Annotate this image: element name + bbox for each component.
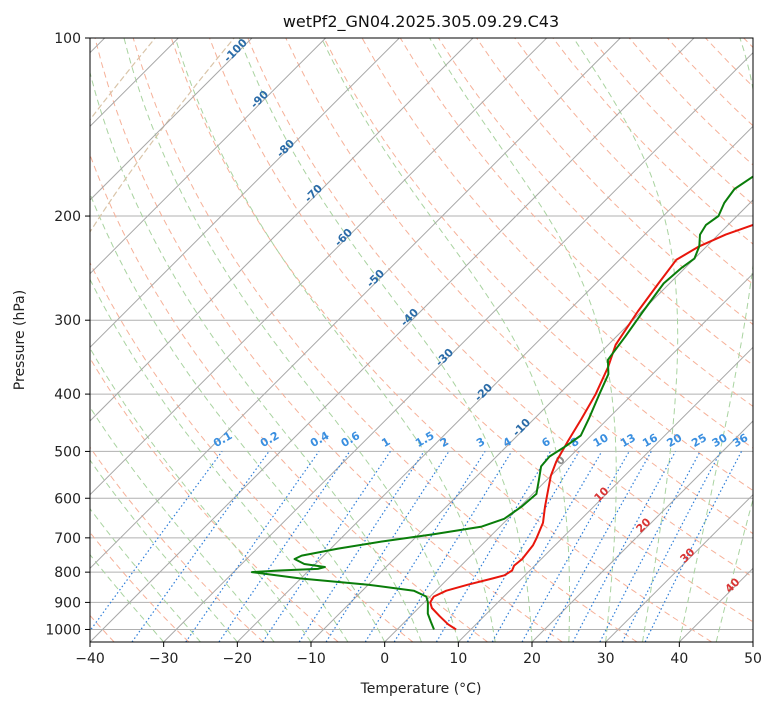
mixing-ratio-line: [325, 451, 450, 642]
chart-title: wetPf2_GN04.2025.305.09.29.C43: [283, 12, 559, 32]
dry-adiabat: [90, 357, 339, 642]
moist-adiabat: [90, 406, 275, 642]
isotherm: [90, 38, 621, 570]
isotherm: [90, 38, 327, 275]
temperature-line: [429, 223, 753, 631]
y-axis: 100 200 300 400 500 600 700 800 900 1000: [45, 31, 90, 638]
y-tick-label: 200: [54, 209, 81, 225]
dry-adiabat: [514, 38, 753, 285]
moist-adiabat: [321, 38, 571, 642]
moist-adiabat: [238, 38, 533, 642]
isotherm: [90, 38, 695, 642]
plot-area: 0.1 0.2 0.4 0.6 1 1.5 2 3 4 6 8 10 13 16 20 25 30 36-100-…: [90, 38, 753, 642]
y-tick-label: 100: [54, 31, 81, 47]
isotherm: [90, 38, 548, 496]
plot-frame: [89, 37, 754, 643]
dewpoint-line: [250, 175, 753, 630]
skewed-isotherms: [90, 38, 753, 642]
x-tick-label: −20: [223, 651, 253, 667]
mixing-ratio-line: [621, 451, 722, 642]
dry-adiabat: [323, 38, 753, 492]
y-axis-title: Pressure (hPa): [12, 290, 28, 390]
x-tick-label: −10: [296, 651, 326, 667]
isotherm: [163, 51, 753, 642]
moist-adiabat: [90, 553, 165, 642]
y-tick-label: 700: [54, 531, 81, 547]
x-axis: −40 −30 −20 −10 0 10 20 30 40 50: [75, 642, 762, 667]
y-tick-label: 300: [54, 313, 81, 329]
mixing-ratio-line: [572, 451, 677, 642]
dry-adiabat: [476, 38, 753, 326]
dry-adiabat: [285, 38, 753, 535]
isotherm: [90, 38, 253, 201]
isotherm: [90, 38, 474, 422]
dry-adiabat: [132, 38, 638, 642]
dry-adiabat: [209, 38, 753, 623]
mixing-ratio-line: [262, 451, 391, 642]
x-tick-label: 30: [597, 651, 615, 667]
x-tick-label: −30: [149, 651, 179, 667]
dry-adiabats: [90, 38, 753, 642]
dry-adiabat: [94, 38, 563, 642]
moist-adiabat: [678, 38, 753, 642]
x-tick-label: 50: [744, 651, 762, 667]
moist-adiabat: [90, 278, 349, 642]
isotherm: [457, 346, 753, 642]
mixing-ratio-line: [521, 451, 630, 642]
mixing-ratio-line: [218, 451, 351, 642]
mixing-ratio-line: [298, 451, 425, 642]
y-tick-label: 500: [54, 444, 81, 460]
isotherm: [310, 199, 753, 642]
moist-adiabat: [123, 38, 459, 642]
y-tick-label: 600: [54, 491, 81, 507]
isotherm: [605, 493, 753, 642]
y-tick-label: 1000: [45, 622, 81, 638]
mixing-ratio-line: [644, 451, 743, 642]
moist-adiabat: [715, 497, 753, 642]
isotherm: [531, 420, 753, 642]
moist-adiabat: [429, 38, 617, 642]
moist-adiabat: [174, 38, 496, 642]
mixing-ratio-line: [545, 451, 652, 642]
mixing-ratio-line: [90, 451, 223, 632]
dry-adiabat: [247, 38, 753, 578]
moist-adiabat: [90, 70, 422, 642]
x-tick-label: 0: [380, 651, 389, 667]
moist-adiabats: [90, 38, 753, 642]
moist-adiabat: [90, 459, 238, 642]
x-tick-label: 40: [670, 651, 688, 667]
mixing-ratio-line: [131, 451, 270, 642]
y-tick-label: 900: [54, 595, 81, 611]
mixing-ratio-line: [393, 451, 513, 642]
isotherm: [384, 272, 753, 642]
dry-adiabat: [90, 261, 414, 642]
moist-adiabat: [90, 507, 201, 642]
dry-adiabat: [170, 38, 712, 642]
dry-adiabat: [90, 446, 264, 642]
moist-adiabat: [573, 38, 679, 642]
isotherm: [90, 38, 400, 349]
x-tick-label: 20: [523, 651, 541, 667]
y-tick-label: 400: [54, 387, 81, 403]
mixing-ratio-line: [185, 451, 320, 642]
moist-adiabat: [90, 192, 386, 642]
mixing-ratio-lines: [90, 451, 743, 642]
x-axis-title: Temperature (°C): [360, 681, 482, 697]
x-tick-label: −40: [75, 651, 105, 667]
y-tick-label: 800: [54, 565, 81, 581]
sounding-series: [250, 175, 753, 631]
isotherm: [236, 125, 753, 642]
x-tick-label: 10: [449, 651, 467, 667]
